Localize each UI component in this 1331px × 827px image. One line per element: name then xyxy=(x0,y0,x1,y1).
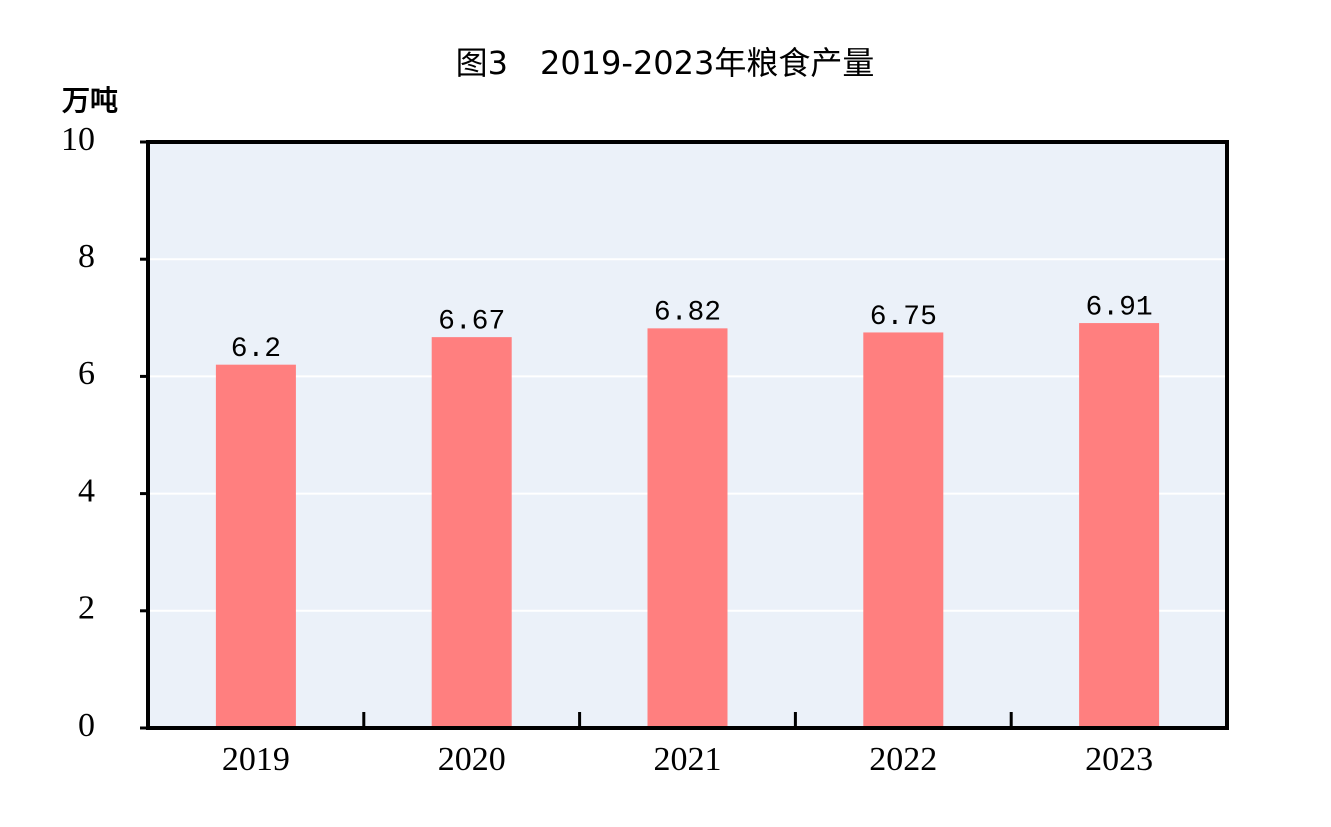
data-label: 6.67 xyxy=(438,307,505,338)
y-tick-label: 2 xyxy=(78,590,95,627)
plot-frame xyxy=(146,140,1229,730)
bar xyxy=(863,332,944,728)
x-tick-label: 2020 xyxy=(438,741,506,778)
y-tick-label: 6 xyxy=(78,355,95,392)
y-tick-label: 8 xyxy=(78,238,95,275)
bar xyxy=(647,328,728,728)
y-tick-label: 10 xyxy=(61,121,95,158)
x-tick-label: 2021 xyxy=(654,741,722,778)
x-tick-label: 2023 xyxy=(1085,741,1153,778)
data-label: 6.91 xyxy=(1085,292,1152,323)
bar xyxy=(1079,323,1160,728)
data-label: 6.75 xyxy=(870,302,937,333)
bar xyxy=(431,337,512,728)
data-label: 6.2 xyxy=(231,334,281,365)
y-tick-label: 0 xyxy=(78,707,95,744)
chart-title: 图3 2019-2023年粮食产量 xyxy=(456,44,875,82)
bar xyxy=(215,364,296,728)
y-axis-label: 万吨 xyxy=(62,84,118,117)
x-tick-label: 2022 xyxy=(869,741,937,778)
x-tick-label: 2019 xyxy=(222,741,290,778)
y-tick-label: 4 xyxy=(78,472,95,509)
data-label: 6.82 xyxy=(654,298,721,329)
